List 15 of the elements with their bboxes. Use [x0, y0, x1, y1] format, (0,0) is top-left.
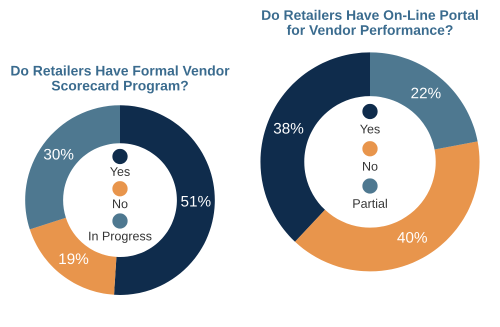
- legend-label: Partial: [353, 198, 387, 208]
- data-label: 40%: [397, 232, 427, 243]
- data-label: 22%: [411, 88, 441, 98]
- legend-label: In Progress: [89, 232, 152, 243]
- legend-label: No: [113, 200, 128, 208]
- legend-label: Yes: [360, 124, 380, 134]
- chart-title: Do Retailers Have Formal Vendor Scorecard Program?: [11, 65, 230, 94]
- legend-label: No: [363, 162, 378, 171]
- data-label: 30%: [44, 148, 74, 160]
- legend-label: Yes: [110, 167, 130, 176]
- data-label: 19%: [59, 253, 88, 264]
- data-label: 51%: [181, 196, 211, 207]
- donut-slice: [295, 141, 480, 272]
- chart-title: Do Retailers Have On-Line Portal for Vendor Performance?: [262, 10, 478, 35]
- data-label: 38%: [274, 122, 304, 134]
